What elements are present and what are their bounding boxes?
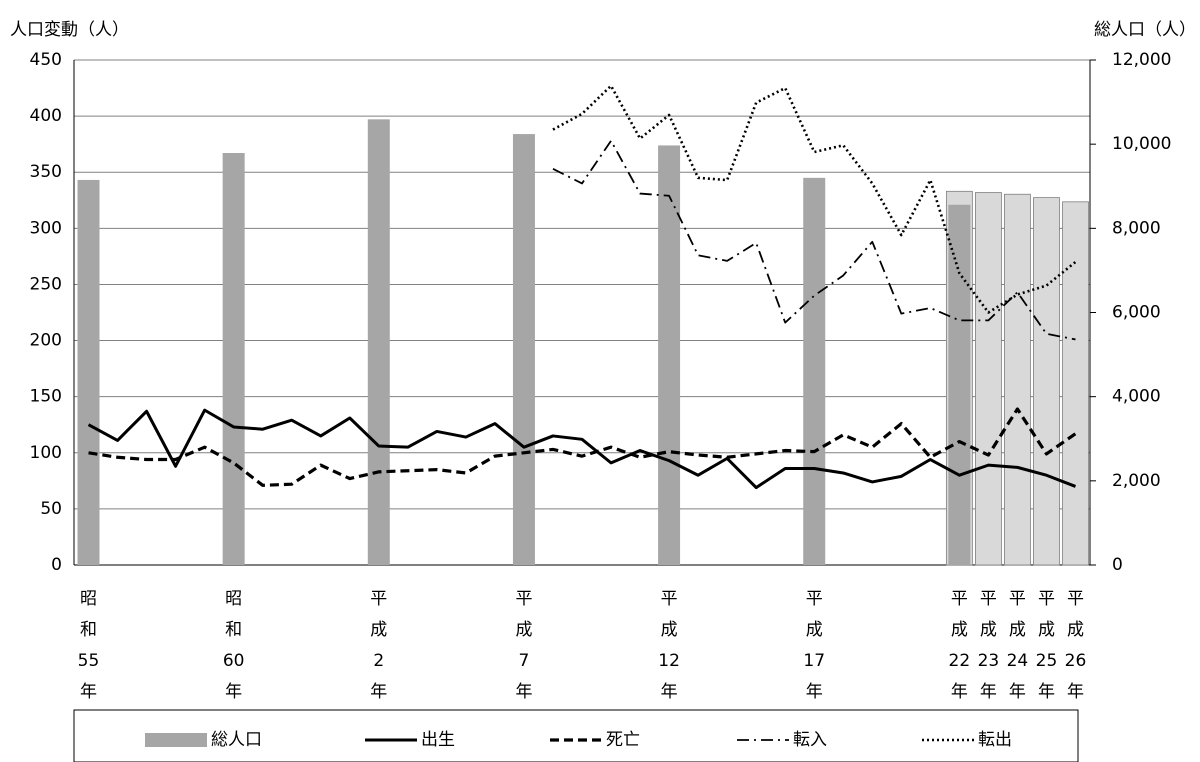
y2-tick-label: 12,000 bbox=[1112, 50, 1171, 70]
x-tick-label: 平 成 26 年 bbox=[1064, 589, 1087, 702]
x-tick-label: 平 成 23 年 bbox=[977, 589, 1000, 702]
legend-label: 総人口 bbox=[211, 730, 262, 750]
bar bbox=[1033, 197, 1060, 566]
y2-tick-label: 8,000 bbox=[1112, 218, 1161, 238]
y2-axis-title: 総人口（人） bbox=[1094, 20, 1196, 40]
y-tick-label: 100 bbox=[30, 443, 62, 463]
legend-label: 転出 bbox=[978, 730, 1012, 750]
y2-tick-label: 0 bbox=[1112, 555, 1123, 575]
legend-label: 死亡 bbox=[606, 730, 640, 750]
legend-swatch bbox=[145, 733, 207, 747]
x-tick-label: 平 成 24 年 bbox=[1006, 589, 1029, 702]
x-tick-label: 平 成 12 年 bbox=[658, 589, 680, 702]
y2-tick-label: 2,000 bbox=[1112, 471, 1161, 491]
bar bbox=[658, 145, 681, 565]
bar bbox=[222, 153, 245, 566]
y-tick-label: 450 bbox=[30, 50, 62, 70]
bar bbox=[975, 192, 1002, 566]
y2-tick-label: 4,000 bbox=[1112, 387, 1161, 407]
bar bbox=[803, 177, 826, 566]
y-axis-title: 人口変動（人） bbox=[10, 20, 129, 40]
line-series bbox=[87, 408, 1077, 490]
legend-box bbox=[73, 709, 1079, 762]
legend-label: 出生 bbox=[421, 730, 455, 750]
x-tick-label: 昭 和 55 年 bbox=[77, 589, 100, 702]
y-tick-label: 400 bbox=[30, 106, 62, 126]
x-tick-label: 平 成 2 年 bbox=[370, 589, 388, 702]
bar bbox=[77, 179, 100, 565]
y-tick-label: 0 bbox=[51, 555, 62, 575]
bar bbox=[1004, 193, 1031, 566]
bar bbox=[512, 134, 535, 566]
y2-tick-label: 10,000 bbox=[1112, 134, 1171, 154]
y-tick-label: 200 bbox=[30, 331, 62, 351]
line-series bbox=[552, 139, 1076, 341]
line-series bbox=[552, 84, 1077, 314]
bar bbox=[948, 204, 971, 565]
x-tick-label: 平 成 22 年 bbox=[948, 589, 971, 702]
y-tick-label: 300 bbox=[30, 218, 62, 238]
y-tick-label: 50 bbox=[40, 499, 62, 519]
x-tick-label: 平 成 25 年 bbox=[1035, 589, 1058, 702]
line-series bbox=[88, 407, 1077, 487]
x-tick-label: 平 成 7 年 bbox=[515, 589, 533, 702]
legend-label: 転入 bbox=[793, 730, 827, 750]
bar bbox=[367, 119, 390, 566]
y-tick-label: 350 bbox=[30, 162, 62, 182]
y-tick-label: 250 bbox=[30, 274, 62, 294]
x-tick-label: 平 成 17 年 bbox=[803, 589, 826, 702]
bar bbox=[1062, 201, 1089, 566]
y2-tick-label: 6,000 bbox=[1112, 303, 1161, 323]
y-tick-label: 150 bbox=[30, 387, 62, 407]
x-tick-label: 昭 和 60 年 bbox=[222, 589, 245, 702]
